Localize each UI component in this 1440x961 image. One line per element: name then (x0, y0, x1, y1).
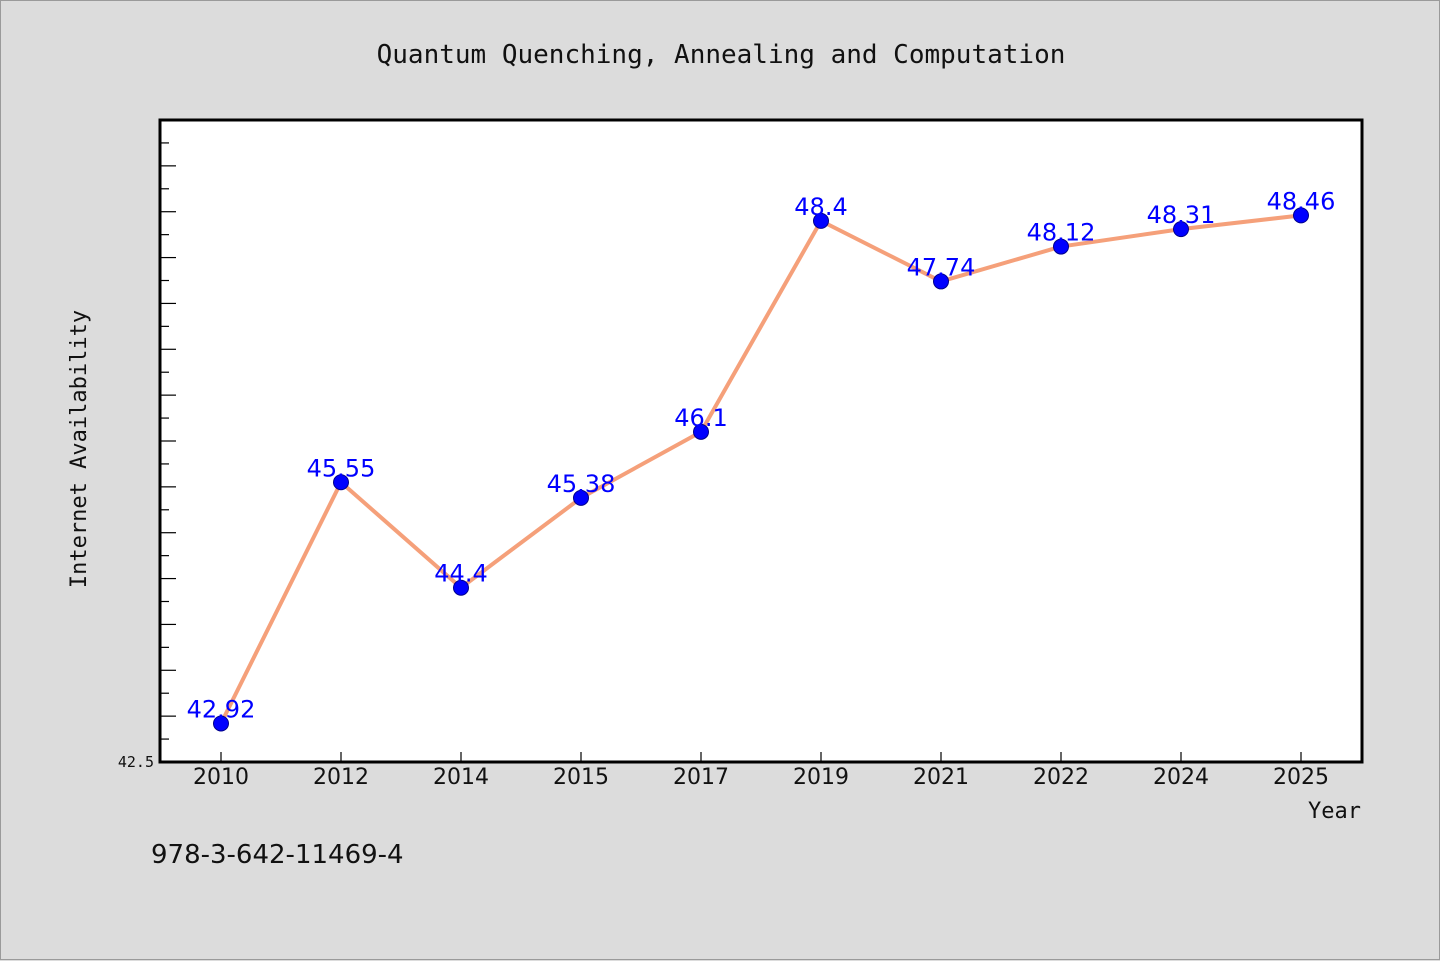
series-line (219, 213, 1302, 725)
data-label: 42.92 (187, 695, 256, 723)
data-point (333, 474, 349, 491)
data-point (453, 579, 469, 596)
y-axis-ticks (160, 142, 176, 740)
data-label: 48.31 (1147, 201, 1216, 229)
data-point (213, 715, 229, 732)
x-tick-label: 2024 (1153, 765, 1209, 790)
data-point (933, 273, 949, 290)
data-label: 45.38 (547, 470, 616, 498)
chart-title: Quantum Quenching, Annealing and Computa… (377, 40, 1066, 70)
x-tick-label: 2021 (913, 765, 969, 790)
data-label: 45.55 (307, 454, 376, 482)
x-tick-label: 2015 (553, 765, 609, 790)
x-tick-label: 2022 (1033, 765, 1089, 790)
data-label: 47.74 (907, 253, 976, 281)
data-point (573, 489, 589, 506)
data-label: 48.12 (1027, 219, 1096, 247)
data-point (693, 423, 709, 440)
data-point (1173, 221, 1189, 238)
series-layer: 42.92 45.55 44.4 45.38 46.1 48.4 47.74 48.12 48.… (187, 187, 1336, 732)
x-tick-label: 2010 (193, 765, 249, 790)
x-tick-label: 2012 (313, 765, 369, 790)
data-label: 48.46 (1267, 187, 1336, 215)
data-point (1293, 207, 1309, 224)
x-axis-ticks: 2010 2012 2014 2015 2017 2019 2021 2022 2024 2025 (193, 752, 1329, 790)
x-axis-label: Year (1308, 799, 1361, 824)
x-tick-label: 2014 (433, 765, 489, 790)
y-tick-label: 42.5 (118, 753, 154, 771)
plot-area (158, 118, 1364, 764)
data-point (813, 212, 829, 229)
y-axis-label: Internet Availability (67, 310, 92, 588)
isbn-text: 978-3-642-11469-4 (151, 840, 404, 870)
x-tick-label: 2025 (1273, 765, 1329, 790)
data-label: 44.4 (434, 560, 487, 588)
x-tick-label: 2017 (673, 765, 729, 790)
data-label: 48.4 (794, 193, 847, 221)
x-tick-label: 2019 (793, 765, 849, 790)
data-label: 46.1 (674, 404, 727, 432)
data-point (1053, 238, 1069, 255)
